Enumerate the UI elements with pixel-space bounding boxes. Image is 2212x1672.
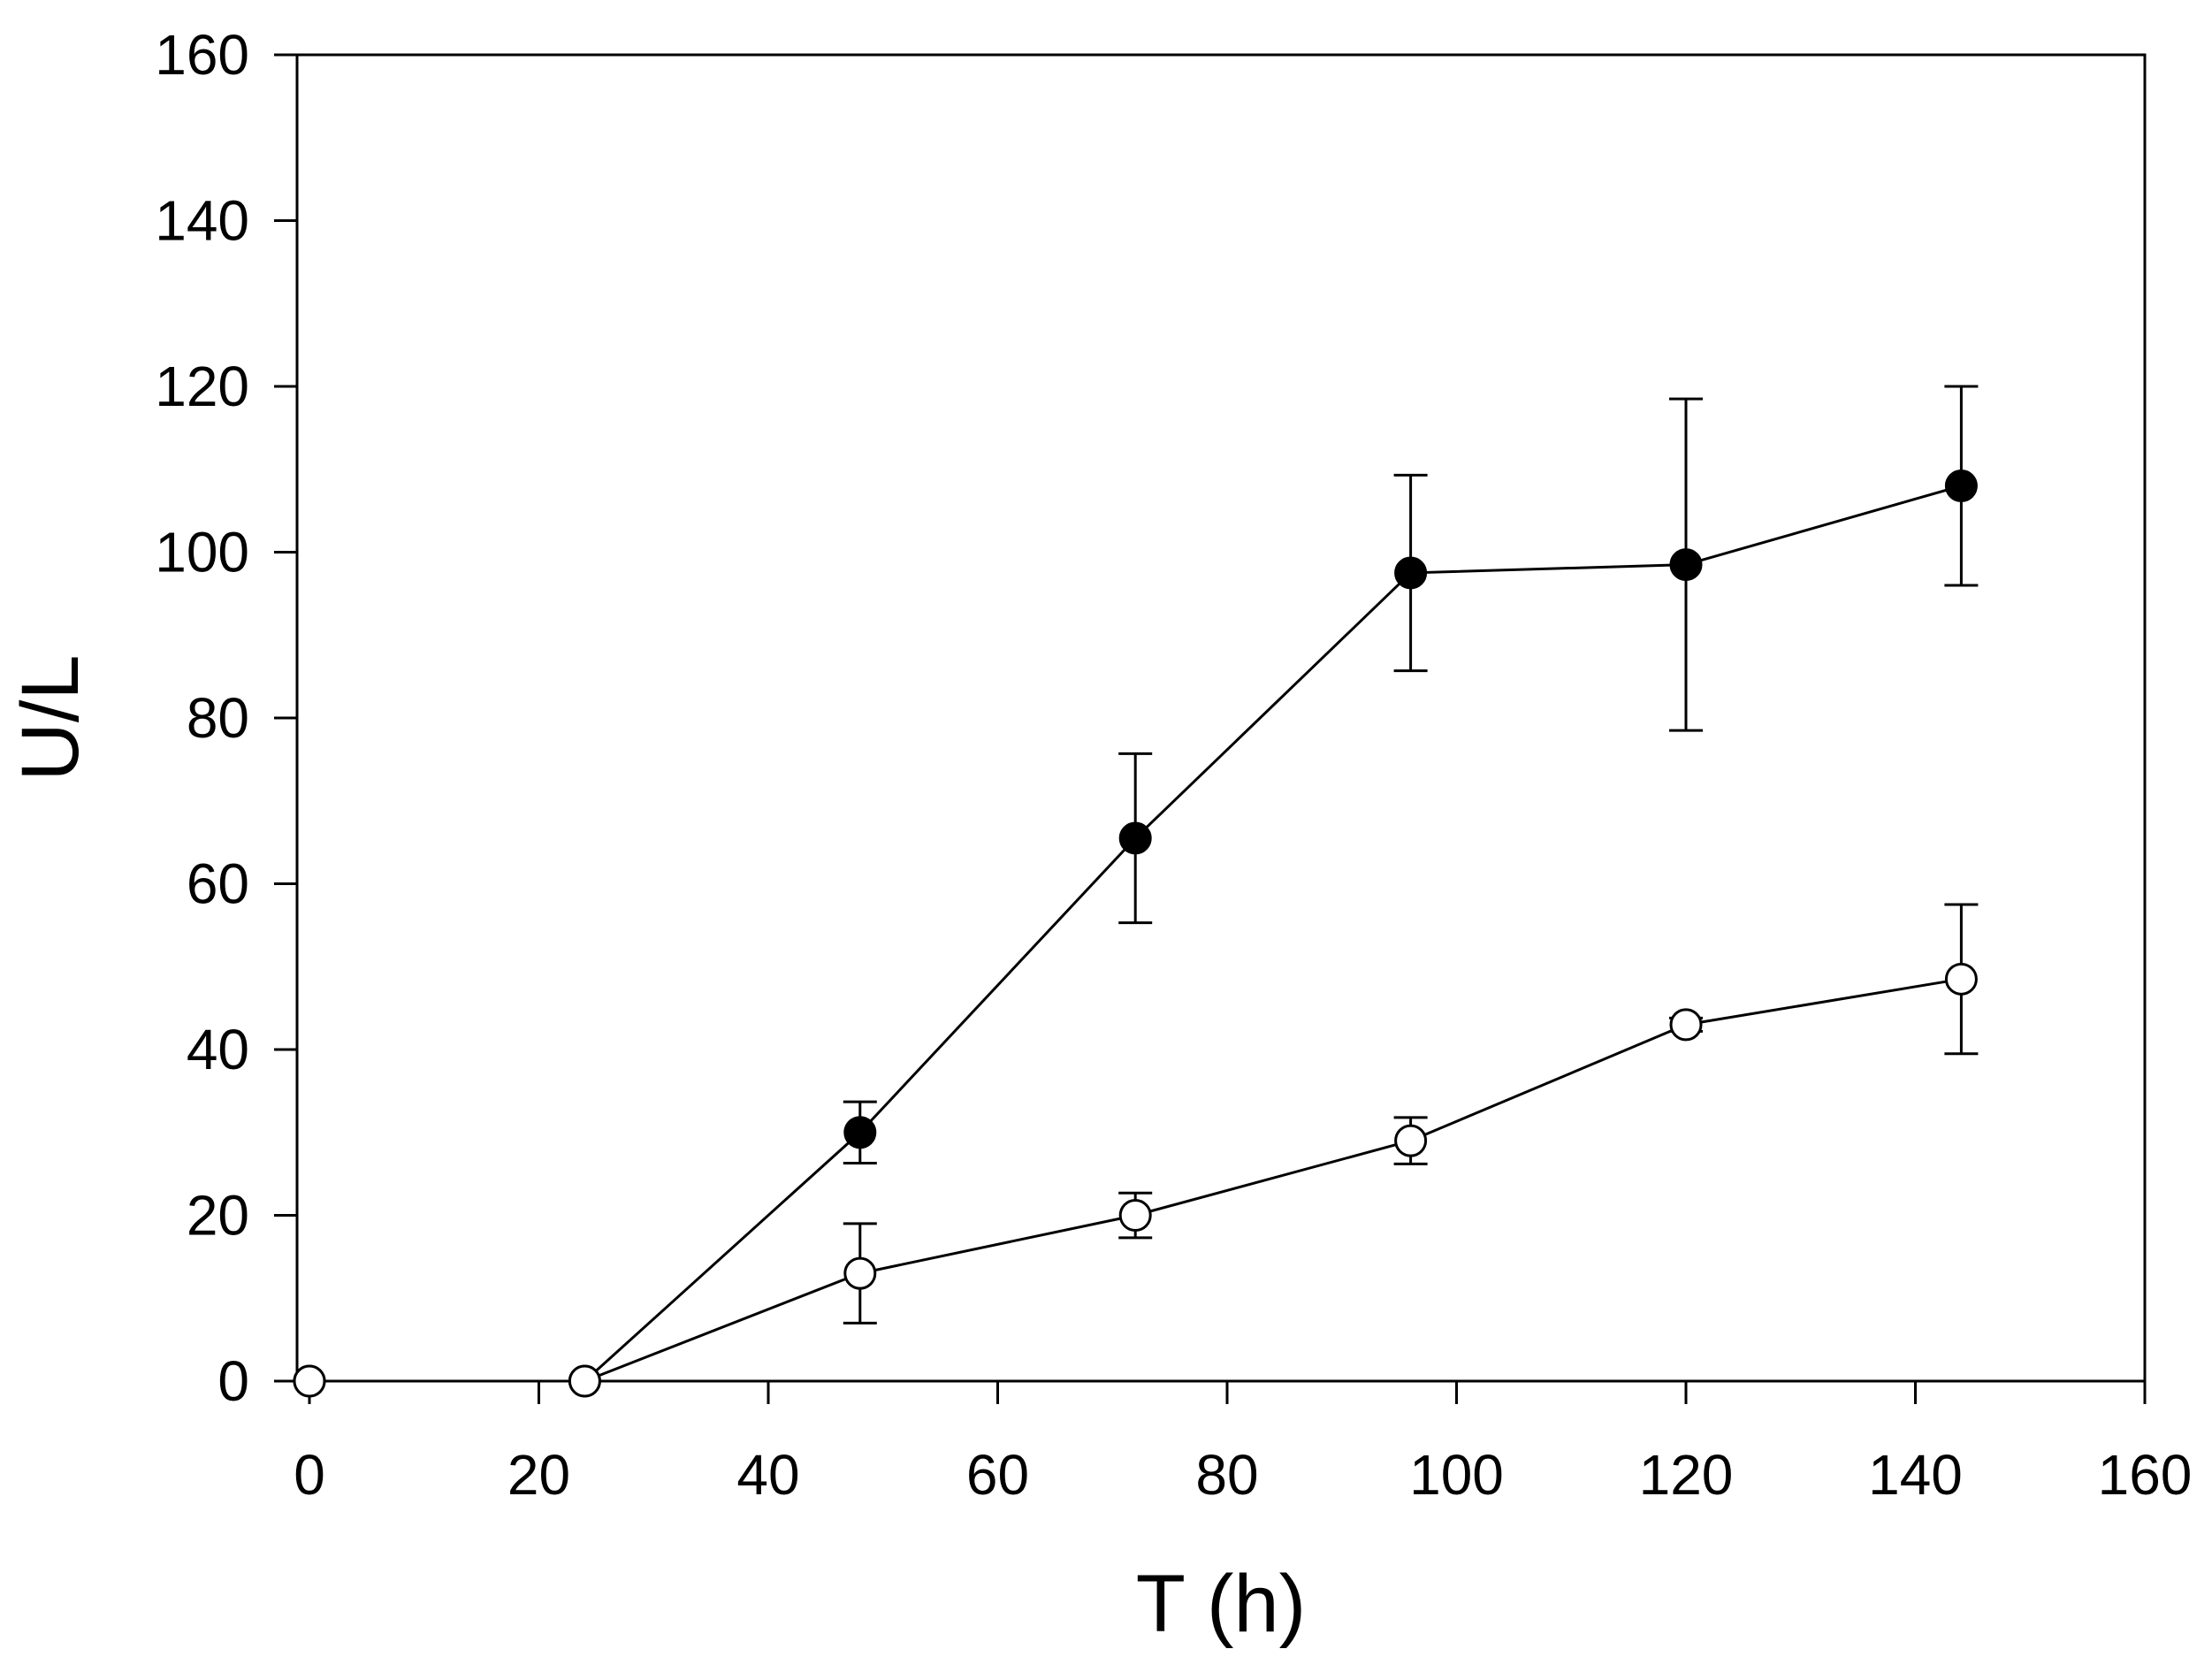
data-point <box>1118 821 1152 855</box>
x-axis: 0 20 40 60 80 100 120 140 160 <box>294 1381 2192 1507</box>
data-point <box>293 1364 326 1398</box>
series-line <box>309 977 1962 1383</box>
y-tick-label: 100 <box>155 521 249 584</box>
y-axis-title: U/L <box>5 654 95 781</box>
y-tick-label: 60 <box>187 852 249 916</box>
data-point <box>1394 1124 1428 1157</box>
x-tick-label: 120 <box>1639 1443 1734 1507</box>
plot-frame <box>295 53 2147 1383</box>
series-2 <box>293 903 1979 1398</box>
y-tick-label: 120 <box>155 355 249 418</box>
x-tick-label: 0 <box>294 1443 325 1507</box>
series-layer <box>293 385 1979 1398</box>
data-point <box>843 1116 877 1149</box>
data-point <box>843 1256 877 1290</box>
x-tick-label: 160 <box>2098 1443 2193 1507</box>
x-axis-title: T (h) <box>1136 1559 1307 1649</box>
y-tick-label: 140 <box>155 189 249 253</box>
x-tick-label: 140 <box>1868 1443 1963 1507</box>
y-tick-label: 20 <box>187 1184 249 1248</box>
data-point <box>1669 1008 1703 1042</box>
data-point <box>1669 548 1703 582</box>
x-tick-label: 20 <box>507 1443 570 1507</box>
y-axis: 0 20 40 60 80 100 120 140 160 <box>155 23 297 1413</box>
series-line <box>309 485 1962 1383</box>
x-tick-label: 60 <box>966 1443 1029 1507</box>
y-tick-label: 80 <box>187 686 249 750</box>
data-point <box>568 1364 601 1398</box>
x-tick-label: 80 <box>1195 1443 1258 1507</box>
y-tick-label: 160 <box>155 23 249 87</box>
x-tick-label: 40 <box>736 1443 799 1507</box>
data-point <box>1944 470 1978 502</box>
series-1 <box>293 385 1979 1398</box>
data-point <box>1118 1199 1152 1232</box>
x-tick-label: 100 <box>1409 1443 1504 1507</box>
data-point <box>1944 962 1978 996</box>
y-tick-label: 40 <box>187 1018 249 1081</box>
y-tick-label: 0 <box>217 1349 249 1413</box>
data-point <box>1394 556 1428 590</box>
